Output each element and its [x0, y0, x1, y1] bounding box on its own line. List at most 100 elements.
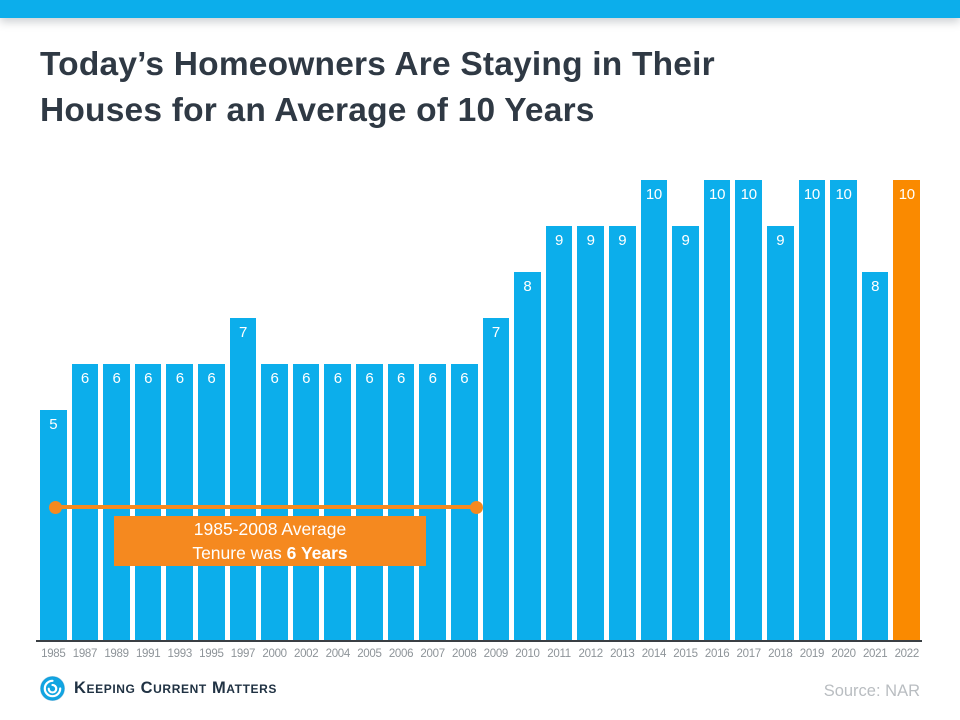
bar-1993: 6 — [166, 364, 194, 640]
callout-line-1: 1985-2008 Average — [193, 519, 347, 539]
bar-value-label-2014: 10 — [645, 186, 662, 203]
x-axis-label-2021: 2021 — [862, 648, 888, 660]
x-axis-line — [36, 640, 922, 642]
bar-chart: 5 6 6 6 6 6 7 6 6 6 6 6 6 6 7 8 9 9 9 10 9 10 10 9 10 10 8 10 — [40, 180, 921, 640]
bar-2021: 8 — [861, 272, 889, 640]
bar-1991: 6 — [134, 364, 162, 640]
bar-value-label-2012: 9 — [586, 232, 595, 249]
bar-2011: 9 — [545, 226, 573, 640]
x-axis-label-2013: 2013 — [610, 648, 635, 660]
x-axis-label-1987: 1987 — [72, 648, 98, 660]
kcm-swirl-icon — [40, 676, 65, 701]
callout-line-2-text: Tenure was — [192, 543, 287, 563]
bar-value-label-2010: 8 — [523, 278, 532, 295]
bar-2014: 10 — [640, 180, 668, 640]
bar-2018: 9 — [767, 226, 794, 640]
x-axis-label-2010: 2010 — [515, 648, 540, 660]
x-axis-label-2016: 2016 — [704, 648, 730, 660]
x-axis-label-2015: 2015 — [673, 648, 698, 660]
page-title: Today’s Homeowners Are Staying in Their … — [40, 42, 920, 134]
bar-2005: 6 — [356, 364, 383, 640]
bar-1997: 7 — [229, 318, 257, 640]
x-axis-label-2006: 2006 — [388, 648, 414, 660]
bar-2015: 9 — [672, 226, 699, 640]
bar-value-label-2017: 10 — [740, 186, 757, 203]
bar-2009: 7 — [482, 318, 510, 640]
x-axis-label-2012: 2012 — [578, 648, 603, 660]
bar-2007: 6 — [419, 364, 446, 640]
title-line-1: Today’s Homeowners Are Staying in Their — [40, 46, 715, 83]
x-axis-label-1993: 1993 — [167, 648, 193, 660]
bar-value-label-2002: 6 — [302, 370, 311, 387]
range-line-end-dot — [470, 500, 483, 514]
bar-value-label-1989: 6 — [112, 370, 121, 387]
bar-2012: 9 — [577, 226, 604, 640]
bar-value-label-2015: 9 — [681, 232, 690, 249]
bar-value-label-1985: 5 — [49, 416, 58, 433]
x-axis-label-2009: 2009 — [483, 648, 509, 660]
bar-1989: 6 — [103, 364, 130, 640]
range-line-start-dot — [49, 500, 62, 514]
x-axis-label-1991: 1991 — [135, 648, 161, 660]
bar-value-label-2021: 8 — [871, 278, 880, 295]
brand-logo-text: Keeping Current Matters — [74, 679, 277, 697]
bar-value-label-2007: 6 — [428, 370, 437, 387]
bar-2002: 6 — [292, 364, 320, 640]
bar-value-label-1993: 6 — [175, 370, 184, 387]
average-tenure-range-line — [49, 500, 483, 514]
bar-value-label-1987: 6 — [80, 370, 89, 387]
bar-2017: 10 — [735, 180, 763, 640]
x-axis-label-2017: 2017 — [736, 648, 762, 660]
x-axis-label-1995: 1995 — [199, 648, 224, 660]
bar-value-label-2018: 9 — [776, 232, 785, 249]
x-axis-label-2008: 2008 — [452, 648, 477, 660]
bar-value-label-1995: 6 — [207, 370, 216, 387]
bar-value-label-2022: 10 — [898, 186, 915, 203]
callout-line-2: Tenure was 6 Years — [114, 541, 426, 565]
x-axis-label-1997: 1997 — [230, 648, 256, 660]
bar-value-label-2004: 6 — [333, 370, 342, 387]
bar-value-label-2019: 10 — [803, 186, 820, 203]
bar-2010: 8 — [514, 272, 541, 640]
x-axis-label-2000: 2000 — [262, 648, 287, 660]
x-axis-label-2018: 2018 — [768, 648, 793, 660]
bar-2004: 6 — [324, 364, 352, 640]
x-axis-label-2014: 2014 — [641, 648, 667, 660]
bar-2016: 10 — [703, 180, 731, 640]
bar-2020: 10 — [830, 180, 857, 640]
bar-2006: 6 — [387, 364, 415, 640]
brand-logo: Keeping Current Matters — [40, 676, 277, 701]
bar-value-label-2000: 6 — [270, 370, 279, 387]
x-axis-label-2022: 2022 — [894, 648, 920, 660]
bar-value-label-1991: 6 — [144, 370, 153, 387]
x-axis-label-2007: 2007 — [420, 648, 445, 660]
bar-2013: 9 — [608, 226, 636, 640]
bar-1995: 6 — [198, 364, 225, 640]
title-line-2: Houses for an Average of 10 Years — [40, 92, 595, 129]
bar-2000: 6 — [261, 364, 288, 640]
bar-1985: 5 — [40, 410, 67, 640]
bar-value-label-2008: 6 — [460, 370, 469, 387]
average-tenure-callout: 1985-2008 Average Tenure was 6 Years — [114, 516, 426, 566]
bar-1987: 6 — [71, 364, 99, 640]
bar-value-label-2006: 6 — [396, 370, 406, 387]
callout-line-2-bold: 6 Years — [286, 543, 348, 563]
bar-value-label-2011: 9 — [555, 232, 564, 249]
bar-value-label-2009: 7 — [491, 324, 500, 341]
bar-value-label-2005: 6 — [365, 370, 374, 387]
x-axis-label-2005: 2005 — [357, 648, 382, 660]
x-axis-label-1985: 1985 — [41, 648, 66, 660]
x-axis-label-2002: 2002 — [293, 648, 319, 660]
source-attribution: Source: NAR — [823, 682, 920, 700]
bar-value-label-2020: 10 — [835, 186, 852, 203]
header-accent-strip — [0, 0, 960, 18]
x-axis-label-2011: 2011 — [547, 648, 571, 660]
bar-value-label-2016: 10 — [709, 186, 726, 203]
x-axis-labels: 1985 1987 1989 1991 1993 1995 1997 2000 2002 2004… — [40, 648, 920, 660]
bar-value-label-1997: 7 — [238, 324, 247, 341]
x-axis-label-1989: 1989 — [104, 648, 129, 660]
x-axis-label-2020: 2020 — [831, 648, 856, 660]
x-axis-label-2004: 2004 — [325, 648, 351, 660]
bar-value-label-2013: 9 — [618, 232, 627, 249]
